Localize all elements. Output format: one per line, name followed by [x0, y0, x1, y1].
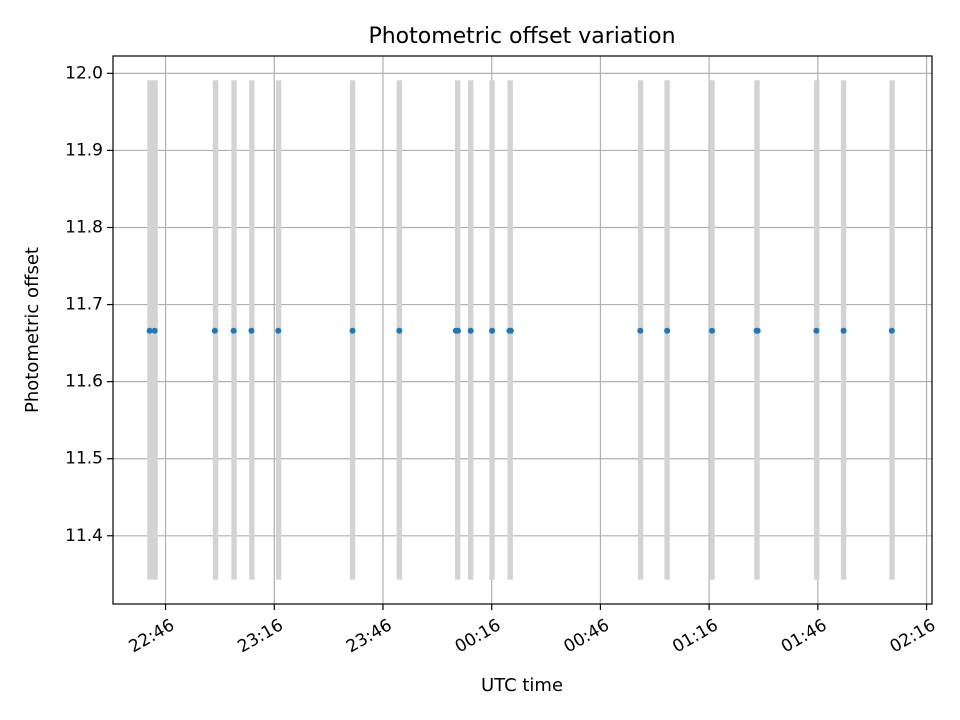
data-point: [840, 327, 847, 334]
y-tick-label: 11.5: [65, 449, 103, 469]
data-point: [151, 327, 158, 334]
data-point: [507, 327, 514, 334]
y-tick-label: 11.7: [65, 295, 103, 315]
data-point: [230, 327, 237, 334]
data-point: [454, 327, 461, 334]
data-points: [146, 327, 895, 334]
x-tick-label: 00:16: [452, 615, 504, 657]
data-point: [248, 327, 255, 334]
x-tick-label: 00:46: [560, 615, 612, 657]
data-point: [211, 327, 218, 334]
x-tick-label: 01:16: [669, 615, 721, 657]
y-tick-label: 11.6: [65, 372, 103, 392]
data-point: [888, 327, 895, 334]
data-point: [275, 327, 282, 334]
chart-title: Photometric offset variation: [368, 24, 675, 49]
x-tick-label: 22:46: [126, 615, 178, 657]
data-point: [637, 327, 644, 334]
data-point: [489, 327, 496, 334]
y-tick-label: 12.0: [65, 63, 103, 83]
data-point: [709, 327, 716, 334]
y-axis-ticks: 11.4 11.5 11.6 11.7 11.8 11.9 12.0: [65, 63, 113, 546]
y-axis-title: Photometric offset: [22, 247, 43, 413]
x-axis-title: UTC time: [481, 675, 563, 696]
data-point: [813, 327, 820, 334]
data-point: [349, 327, 356, 334]
y-tick-label: 11.9: [65, 140, 103, 160]
data-point: [396, 327, 403, 334]
x-tick-label: 01:46: [778, 615, 830, 657]
x-tick-label: 23:16: [234, 615, 286, 657]
y-tick-label: 11.8: [65, 217, 103, 237]
x-tick-label: 23:46: [343, 615, 395, 657]
data-point: [754, 327, 761, 334]
data-point: [664, 327, 671, 334]
y-tick-label: 11.4: [65, 526, 103, 546]
x-tick-label: 02:16: [887, 615, 939, 657]
plot-frame: [112, 55, 933, 605]
x-axis-ticks: 22:46 23:16 23:46 00:16 00:46 01:16 01:46 02:16: [126, 604, 939, 657]
data-point: [467, 327, 474, 334]
data-point: [146, 327, 153, 334]
observation-bands: [147, 80, 895, 580]
